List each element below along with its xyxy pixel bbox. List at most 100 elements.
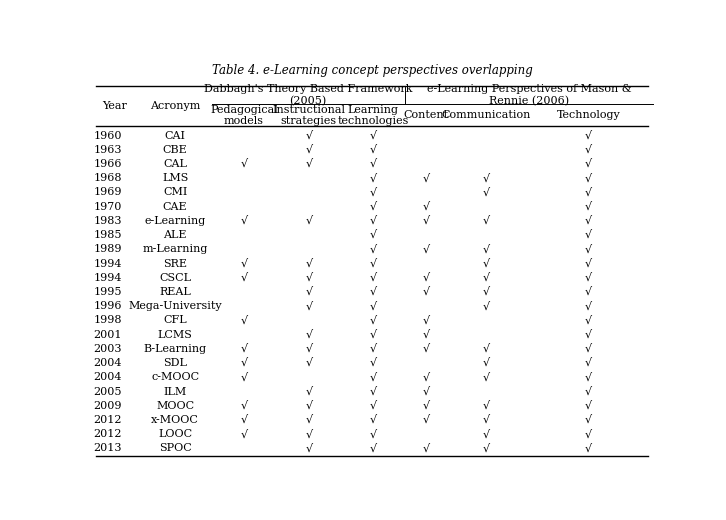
Text: √: √: [423, 415, 430, 425]
Text: √: √: [585, 258, 592, 269]
Text: √: √: [483, 287, 489, 297]
Text: √: √: [370, 444, 377, 453]
Text: √: √: [240, 429, 248, 439]
Text: √: √: [423, 173, 430, 183]
Text: √: √: [305, 159, 312, 169]
Text: √: √: [423, 244, 430, 254]
Text: 1985: 1985: [94, 230, 122, 240]
Text: √: √: [305, 401, 312, 411]
Text: √: √: [305, 444, 312, 453]
Text: √: √: [585, 372, 592, 382]
Text: √: √: [423, 444, 430, 453]
Text: 2009: 2009: [94, 401, 122, 411]
Text: CAE: CAE: [163, 202, 187, 212]
Text: 1969: 1969: [94, 188, 122, 198]
Text: √: √: [305, 216, 312, 226]
Text: 1960: 1960: [94, 131, 122, 140]
Text: √: √: [423, 344, 430, 354]
Text: √: √: [305, 301, 312, 311]
Text: Table 4. e-Learning concept perspectives overlapping: Table 4. e-Learning concept perspectives…: [212, 64, 532, 77]
Text: Instructional
strategies: Instructional strategies: [272, 105, 346, 126]
Text: √: √: [240, 316, 248, 326]
Text: LCMS: LCMS: [158, 330, 192, 340]
Text: 1996: 1996: [94, 301, 122, 311]
Text: √: √: [483, 188, 489, 198]
Text: √: √: [370, 386, 377, 397]
Text: √: √: [423, 202, 430, 212]
Text: √: √: [370, 316, 377, 326]
Text: √: √: [305, 145, 312, 155]
Text: CFL: CFL: [163, 316, 187, 326]
Text: √: √: [305, 386, 312, 397]
Text: √: √: [483, 372, 489, 382]
Text: √: √: [585, 244, 592, 254]
Text: SDL: SDL: [163, 358, 187, 368]
Text: CAL: CAL: [163, 159, 187, 169]
Text: m-Learning: m-Learning: [142, 244, 208, 254]
Text: LOOC: LOOC: [158, 429, 192, 439]
Text: √: √: [305, 131, 312, 140]
Text: √: √: [370, 287, 377, 297]
Text: √: √: [585, 287, 592, 297]
Text: √: √: [370, 301, 377, 311]
Text: √: √: [483, 258, 489, 269]
Text: √: √: [483, 216, 489, 226]
Text: LMS: LMS: [162, 173, 188, 183]
Text: ILM: ILM: [163, 386, 187, 397]
Text: 1966: 1966: [94, 159, 122, 169]
Text: √: √: [585, 216, 592, 226]
Text: √: √: [423, 316, 430, 326]
Text: √: √: [423, 287, 430, 297]
Text: √: √: [483, 301, 489, 311]
Text: Acronym: Acronym: [150, 101, 200, 111]
Text: √: √: [423, 216, 430, 226]
Text: √: √: [305, 273, 312, 283]
Text: √: √: [483, 415, 489, 425]
Text: CMI: CMI: [163, 188, 187, 198]
Text: Pedagogical
models: Pedagogical models: [211, 105, 278, 126]
Text: SPOC: SPOC: [159, 444, 192, 453]
Text: √: √: [240, 216, 248, 226]
Text: 1994: 1994: [94, 258, 122, 269]
Text: √: √: [585, 386, 592, 397]
Text: √: √: [423, 273, 430, 283]
Text: √: √: [585, 173, 592, 183]
Text: √: √: [585, 188, 592, 198]
Text: √: √: [370, 216, 377, 226]
Text: Content: Content: [404, 110, 449, 121]
Text: √: √: [240, 159, 248, 169]
Text: √: √: [585, 444, 592, 453]
Text: √: √: [305, 429, 312, 439]
Text: √: √: [483, 173, 489, 183]
Text: √: √: [423, 330, 430, 340]
Text: 1995: 1995: [94, 287, 122, 297]
Text: 2012: 2012: [94, 415, 122, 425]
Text: 2004: 2004: [94, 372, 122, 382]
Text: 1983: 1983: [94, 216, 122, 226]
Text: REAL: REAL: [159, 287, 191, 297]
Text: e-Learning: e-Learning: [144, 216, 205, 226]
Text: √: √: [240, 372, 248, 382]
Text: 2003: 2003: [94, 344, 122, 354]
Text: 1963: 1963: [94, 145, 122, 155]
Text: √: √: [585, 131, 592, 140]
Text: √: √: [483, 401, 489, 411]
Text: 1998: 1998: [94, 316, 122, 326]
Text: √: √: [423, 401, 430, 411]
Text: √: √: [483, 244, 489, 254]
Text: Dabbagh's Theory Based Framework
(2005): Dabbagh's Theory Based Framework (2005): [204, 84, 412, 107]
Text: √: √: [370, 415, 377, 425]
Text: √: √: [240, 401, 248, 411]
Text: Year: Year: [102, 101, 127, 111]
Text: √: √: [370, 330, 377, 340]
Text: √: √: [483, 429, 489, 439]
Text: √: √: [585, 401, 592, 411]
Text: √: √: [585, 301, 592, 311]
Text: √: √: [423, 386, 430, 397]
Text: 2001: 2001: [94, 330, 122, 340]
Text: √: √: [585, 159, 592, 169]
Text: √: √: [370, 230, 377, 240]
Text: √: √: [370, 273, 377, 283]
Text: √: √: [483, 444, 489, 453]
Text: √: √: [305, 415, 312, 425]
